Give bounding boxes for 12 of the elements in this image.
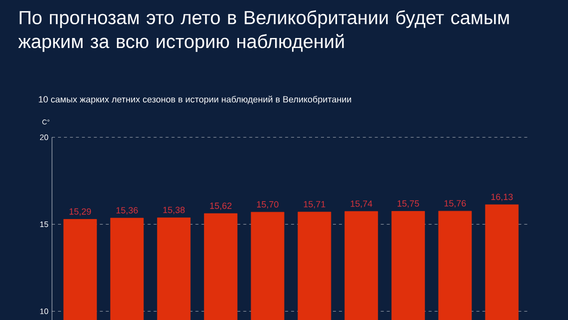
chart-subtitle: 10 самых жарких летних сезонов в истории наблюдений в Великобритании: [38, 96, 352, 104]
data-label: 15,74: [350, 200, 372, 208]
data-label: 15,62: [210, 202, 232, 210]
data-label: 15,38: [163, 206, 185, 214]
data-label: 16,13: [491, 194, 513, 202]
data-label: 15,29: [70, 208, 91, 216]
data-label: 15,71: [304, 201, 326, 208]
data-label: 15,76: [444, 200, 466, 208]
data-label: 15,36: [116, 207, 138, 214]
data-label: 15,70: [257, 201, 278, 208]
chart-title: По прогнозам это лето в Великобритании будет самым жарким за всю историю наблюдений: [18, 10, 509, 52]
data-label: 15,75: [398, 200, 420, 208]
